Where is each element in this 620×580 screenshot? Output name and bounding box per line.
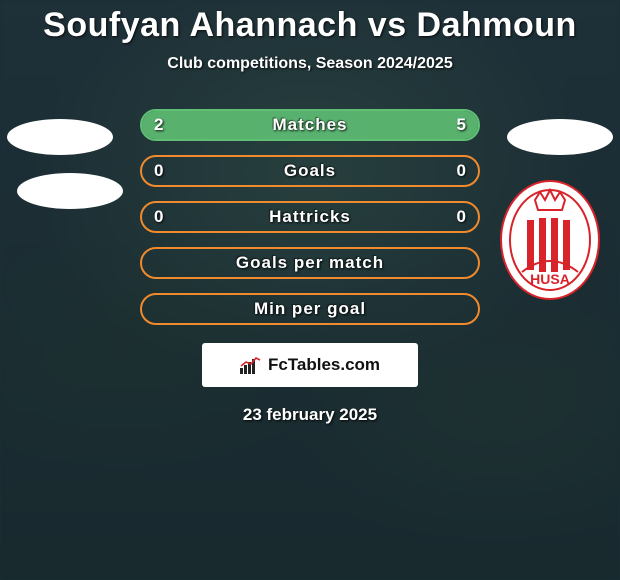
snapshot-date: 23 february 2025 bbox=[0, 405, 620, 425]
stat-row: Min per goal bbox=[140, 293, 480, 325]
stat-row: 2 5 Matches bbox=[140, 109, 480, 141]
player2-avatar-top bbox=[507, 119, 613, 155]
stat-row: Goals per match bbox=[140, 247, 480, 279]
brand-name: FcTables.com bbox=[268, 355, 380, 375]
page-subtitle: Club competitions, Season 2024/2025 bbox=[0, 55, 620, 73]
stat-value-right: 5 bbox=[457, 115, 466, 135]
svg-text:HUSA: HUSA bbox=[530, 271, 570, 287]
brand-chart-icon bbox=[240, 356, 262, 374]
stat-label: Matches bbox=[272, 115, 347, 135]
stat-value-left: 0 bbox=[154, 161, 163, 181]
stat-label: Hattricks bbox=[269, 207, 351, 227]
player1-avatar-top bbox=[7, 119, 113, 155]
stat-value-left: 2 bbox=[154, 115, 163, 135]
stat-value-right: 0 bbox=[457, 207, 466, 227]
stat-value-right: 0 bbox=[457, 161, 466, 181]
player1-avatar-bottom bbox=[17, 173, 123, 209]
page-title: Soufyan Ahannach vs Dahmoun bbox=[0, 6, 620, 45]
stat-label: Goals bbox=[284, 161, 336, 181]
stat-row: 0 0 Hattricks bbox=[140, 201, 480, 233]
player2-club-logo: HUSA bbox=[500, 180, 600, 300]
stat-row: 0 0 Goals bbox=[140, 155, 480, 187]
brand-box: FcTables.com bbox=[202, 343, 418, 387]
stat-value-left: 0 bbox=[154, 207, 163, 227]
stat-label: Min per goal bbox=[254, 299, 366, 319]
stat-label: Goals per match bbox=[236, 253, 384, 273]
